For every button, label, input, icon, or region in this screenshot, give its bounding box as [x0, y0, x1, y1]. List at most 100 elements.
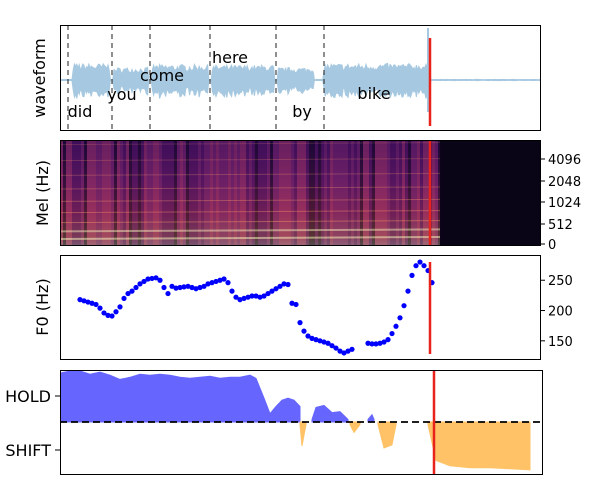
mel-frame-col-125 — [435, 140, 438, 245]
f0-tick-label-150: 150 — [548, 335, 573, 350]
mel-frame-col-42 — [186, 140, 189, 245]
mel-frame-col-106 — [378, 140, 381, 245]
mel-frame-col-10 — [90, 140, 93, 245]
mel-frame-col-111 — [393, 140, 396, 245]
mel-frame-col-108 — [384, 140, 387, 245]
mel-frame-col-61 — [243, 140, 246, 245]
mel-frame-col-2 — [66, 140, 69, 245]
mel-frame-col-109 — [387, 140, 390, 245]
mel-frame-col-105 — [375, 140, 378, 245]
mel-frame-col-27 — [141, 140, 144, 245]
mel-frame-col-115 — [405, 140, 408, 245]
f0-point — [317, 338, 323, 344]
hold-area — [60, 370, 301, 423]
mel-frame-col-95 — [345, 140, 348, 245]
f0-point — [237, 297, 243, 303]
f0-point — [293, 301, 299, 308]
mel-frame-col-31 — [153, 140, 156, 245]
mel-harmonic-8 — [60, 142, 441, 146]
mel-frame-col-57 — [231, 140, 234, 245]
f0-point — [389, 330, 395, 337]
mel-frame-col-33 — [159, 140, 162, 245]
mel-frame-col-28 — [144, 140, 147, 245]
mel-frame-col-119 — [417, 140, 420, 245]
f0-point — [153, 275, 159, 281]
mel-frame-col-14 — [102, 140, 105, 245]
waveform-frame — [60, 25, 541, 131]
f0-point — [193, 286, 199, 292]
f0-point — [145, 276, 151, 282]
mel-frame-col-77 — [291, 140, 294, 245]
mel-frame — [60, 140, 541, 246]
mel-frame-col-60 — [240, 140, 243, 245]
mel-frame-col-88 — [324, 140, 327, 245]
mel-frame-col-63 — [249, 140, 252, 245]
mel-frame-col-0 — [60, 140, 63, 245]
mel-frame-col-13 — [99, 140, 102, 245]
shift-area-3 — [427, 421, 531, 471]
mel-tick-label-512: 512 — [548, 218, 573, 233]
mel-frame-col-48 — [204, 140, 207, 245]
word-label-here: here — [212, 48, 248, 67]
shift-area-2 — [377, 421, 397, 449]
word-label-did: did — [68, 102, 93, 121]
mel-frame-col-35 — [165, 140, 168, 245]
f0-point — [101, 310, 107, 316]
mel-frame-col-90 — [330, 140, 333, 245]
mel-frame-col-1 — [63, 140, 66, 245]
word-label-you: you — [107, 85, 136, 104]
f0-point — [325, 340, 331, 346]
f0-point — [81, 298, 87, 304]
mel-harmonic-5 — [60, 186, 441, 190]
mel-frame-col-94 — [342, 140, 345, 245]
f0-point — [285, 281, 291, 288]
mel-frame-col-91 — [333, 140, 336, 245]
f0-point — [213, 278, 219, 285]
f0-point — [205, 281, 211, 287]
f0-point — [137, 281, 143, 287]
mel-frame-col-100 — [360, 140, 363, 245]
mel-tick-label-4096: 4096 — [548, 153, 581, 168]
mel-frame-col-49 — [207, 140, 210, 245]
f0-point — [201, 283, 207, 289]
shift-area-0 — [299, 421, 307, 446]
mel-frame-col-26 — [138, 140, 141, 245]
f0-point — [289, 300, 295, 306]
mel-frame-col-40 — [180, 140, 183, 245]
mel-frame-col-29 — [147, 140, 150, 245]
shift-area-1 — [349, 421, 361, 434]
mel-frame-col-85 — [315, 140, 318, 245]
hold-shift-panel: HOLD SHIFT — [5, 370, 543, 475]
mel-frame-col-52 — [216, 140, 219, 245]
f0-point — [241, 295, 247, 302]
mel-frame-col-22 — [126, 140, 129, 245]
mel-frame-col-116 — [408, 140, 411, 245]
mel-frame-col-86 — [318, 140, 321, 245]
f0-frame — [60, 255, 541, 360]
mel-frame-col-19 — [117, 140, 120, 245]
mel-tick-label-0: 0 — [548, 238, 556, 253]
mel-frame-col-3 — [69, 140, 72, 245]
f0-point — [277, 283, 283, 289]
mel-frame-col-83 — [309, 140, 312, 245]
mel-frame-col-17 — [111, 140, 114, 245]
mel-frame-col-101 — [363, 140, 366, 245]
mel-frame-col-75 — [285, 140, 288, 245]
mel-frame-col-84 — [312, 140, 315, 245]
f0-point — [177, 284, 183, 291]
waveform-signal — [60, 61, 540, 99]
mel-frame-col-59 — [237, 140, 240, 245]
f0-point — [385, 337, 391, 343]
hold-tick-label-hold: HOLD — [5, 387, 51, 406]
f0-point — [269, 288, 275, 294]
hold-area-1 — [367, 413, 375, 423]
mel-frame-col-68 — [264, 140, 267, 245]
f0-tick-label-200: 200 — [548, 305, 573, 320]
f0-point — [233, 294, 239, 300]
f0-point — [329, 343, 335, 349]
f0-point — [333, 345, 339, 351]
mel-panel: Mel (Hz) 0 512 1024 2048 4096 — [33, 140, 581, 253]
mel-frame-col-37 — [171, 140, 174, 245]
mel-frame-col-45 — [195, 140, 198, 245]
